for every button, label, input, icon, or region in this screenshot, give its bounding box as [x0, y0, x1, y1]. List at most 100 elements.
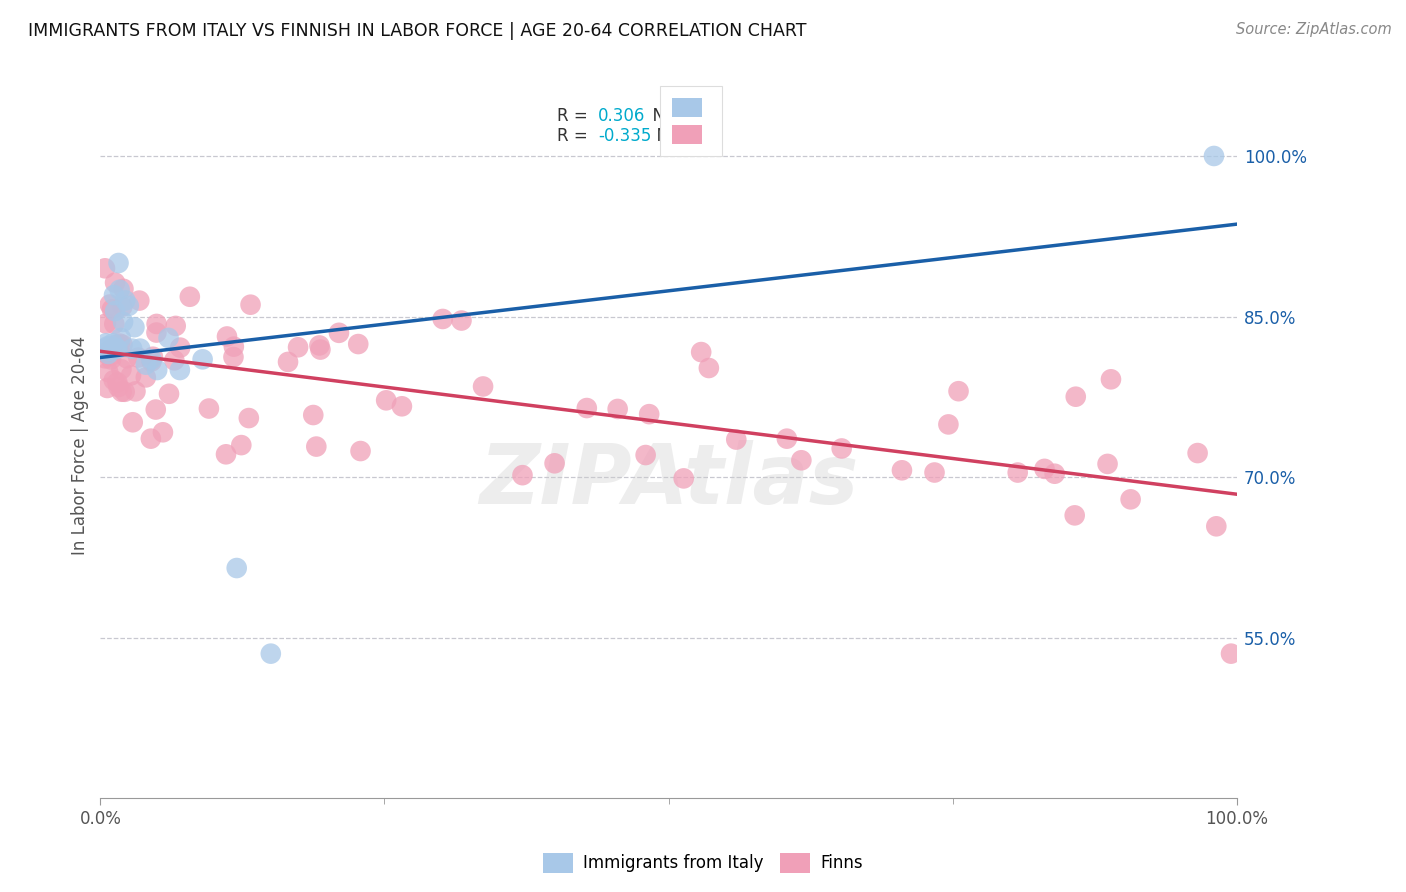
Point — [103, 317, 125, 331]
Point — [1119, 492, 1142, 507]
Text: R =: R = — [557, 127, 593, 145]
Point — [287, 340, 309, 354]
Point — [512, 468, 534, 483]
Point — [690, 345, 713, 359]
Point — [169, 363, 191, 377]
Point — [165, 318, 187, 333]
Point — [97, 365, 120, 379]
Point — [157, 331, 180, 345]
Point — [98, 343, 121, 358]
Point — [239, 298, 262, 312]
Point — [142, 350, 165, 364]
Point — [114, 384, 136, 399]
Point — [145, 402, 167, 417]
Point — [124, 320, 146, 334]
Point — [96, 381, 118, 395]
Point — [347, 337, 370, 351]
Point — [697, 361, 720, 376]
Point — [831, 442, 853, 456]
Point — [96, 339, 118, 353]
Point — [145, 317, 167, 331]
Point — [1099, 372, 1122, 386]
Point — [328, 326, 350, 340]
Legend: , : , — [661, 86, 723, 156]
Point — [1205, 519, 1227, 533]
Point — [169, 341, 191, 355]
Point — [1043, 467, 1066, 481]
Point — [111, 384, 134, 399]
Point — [1007, 466, 1029, 480]
Point — [98, 297, 121, 311]
Point — [128, 293, 150, 308]
Point — [115, 351, 138, 366]
Point — [277, 355, 299, 369]
Point — [108, 283, 131, 297]
Text: R =: R = — [557, 108, 593, 126]
Point — [432, 312, 454, 326]
Text: N =: N = — [645, 127, 693, 145]
Point — [672, 471, 695, 485]
Y-axis label: In Labor Force | Age 20-64: In Labor Force | Age 20-64 — [72, 335, 89, 555]
Point — [198, 401, 221, 416]
Point — [100, 342, 122, 356]
Point — [191, 352, 214, 367]
Point — [152, 425, 174, 440]
Point — [1202, 149, 1225, 163]
Point — [94, 317, 117, 331]
Text: N =: N = — [643, 108, 690, 126]
Point — [94, 351, 117, 366]
Point — [606, 401, 628, 416]
Point — [100, 339, 122, 353]
Text: 93: 93 — [686, 127, 707, 145]
Point — [105, 376, 128, 390]
Point — [105, 342, 128, 356]
Point — [94, 261, 117, 276]
Point — [1220, 647, 1243, 661]
Point — [114, 293, 136, 308]
Point — [543, 456, 565, 470]
Text: 0.306: 0.306 — [598, 108, 645, 126]
Text: IMMIGRANTS FROM ITALY VS FINNISH IN LABOR FORCE | AGE 20-64 CORRELATION CHART: IMMIGRANTS FROM ITALY VS FINNISH IN LABO… — [28, 22, 807, 40]
Point — [94, 342, 117, 356]
Point — [105, 337, 128, 351]
Point — [890, 463, 912, 477]
Point — [129, 342, 152, 356]
Point — [222, 340, 245, 354]
Point — [105, 342, 128, 356]
Point — [179, 290, 201, 304]
Point — [231, 438, 253, 452]
Text: ZIPAtlas: ZIPAtlas — [479, 440, 858, 521]
Point — [104, 276, 127, 290]
Point — [112, 282, 135, 296]
Point — [238, 411, 260, 425]
Point — [111, 337, 134, 351]
Point — [103, 373, 125, 387]
Point — [1187, 446, 1209, 460]
Point — [308, 338, 330, 352]
Point — [776, 432, 799, 446]
Point — [302, 408, 325, 422]
Point — [108, 336, 131, 351]
Point — [100, 349, 122, 363]
Point — [100, 342, 122, 356]
Point — [121, 415, 143, 429]
Point — [1033, 462, 1056, 476]
Point — [103, 288, 125, 302]
Point — [104, 304, 127, 318]
Point — [107, 256, 129, 270]
Point — [1097, 457, 1119, 471]
Text: -0.335: -0.335 — [598, 127, 651, 145]
Point — [938, 417, 960, 432]
Point — [575, 401, 598, 415]
Point — [1064, 390, 1087, 404]
Point — [472, 379, 495, 393]
Point — [215, 329, 238, 343]
Point — [725, 433, 748, 447]
Point — [120, 368, 142, 383]
Point — [146, 363, 169, 377]
Point — [349, 444, 371, 458]
Point — [118, 299, 141, 313]
Point — [101, 302, 124, 317]
Text: 30: 30 — [686, 108, 707, 126]
Point — [375, 393, 398, 408]
